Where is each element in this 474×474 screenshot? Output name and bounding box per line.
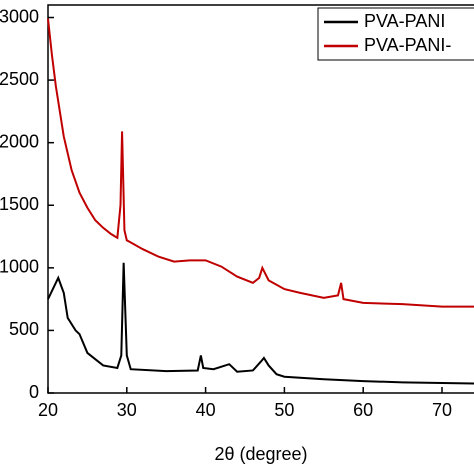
legend-label: PVA-PANI-: [364, 35, 451, 55]
y-tick-label: 2500: [0, 69, 39, 89]
x-tick-label: 50: [274, 400, 294, 420]
y-tick-label: 3000: [0, 6, 39, 26]
y-tick-label: 0: [29, 382, 39, 402]
x-tick-label: 30: [117, 400, 137, 420]
x-axis-label: 2θ (degree): [214, 444, 307, 464]
y-tick-label: 2000: [0, 131, 39, 151]
x-tick-label: 20: [38, 400, 58, 420]
series-line: [47, 262, 474, 385]
legend-box: [317, 7, 474, 61]
x-tick-label: 40: [196, 400, 216, 420]
x-tick-label: 60: [353, 400, 373, 420]
y-tick-label: 1000: [0, 257, 39, 277]
x-tick-label: 70: [432, 400, 452, 420]
y-tick-label: 500: [9, 319, 39, 339]
y-tick-label: 1500: [0, 194, 39, 214]
series-line: [47, 18, 474, 308]
plot-frame: [47, 4, 474, 394]
legend-label: PVA-PANI: [364, 11, 445, 31]
